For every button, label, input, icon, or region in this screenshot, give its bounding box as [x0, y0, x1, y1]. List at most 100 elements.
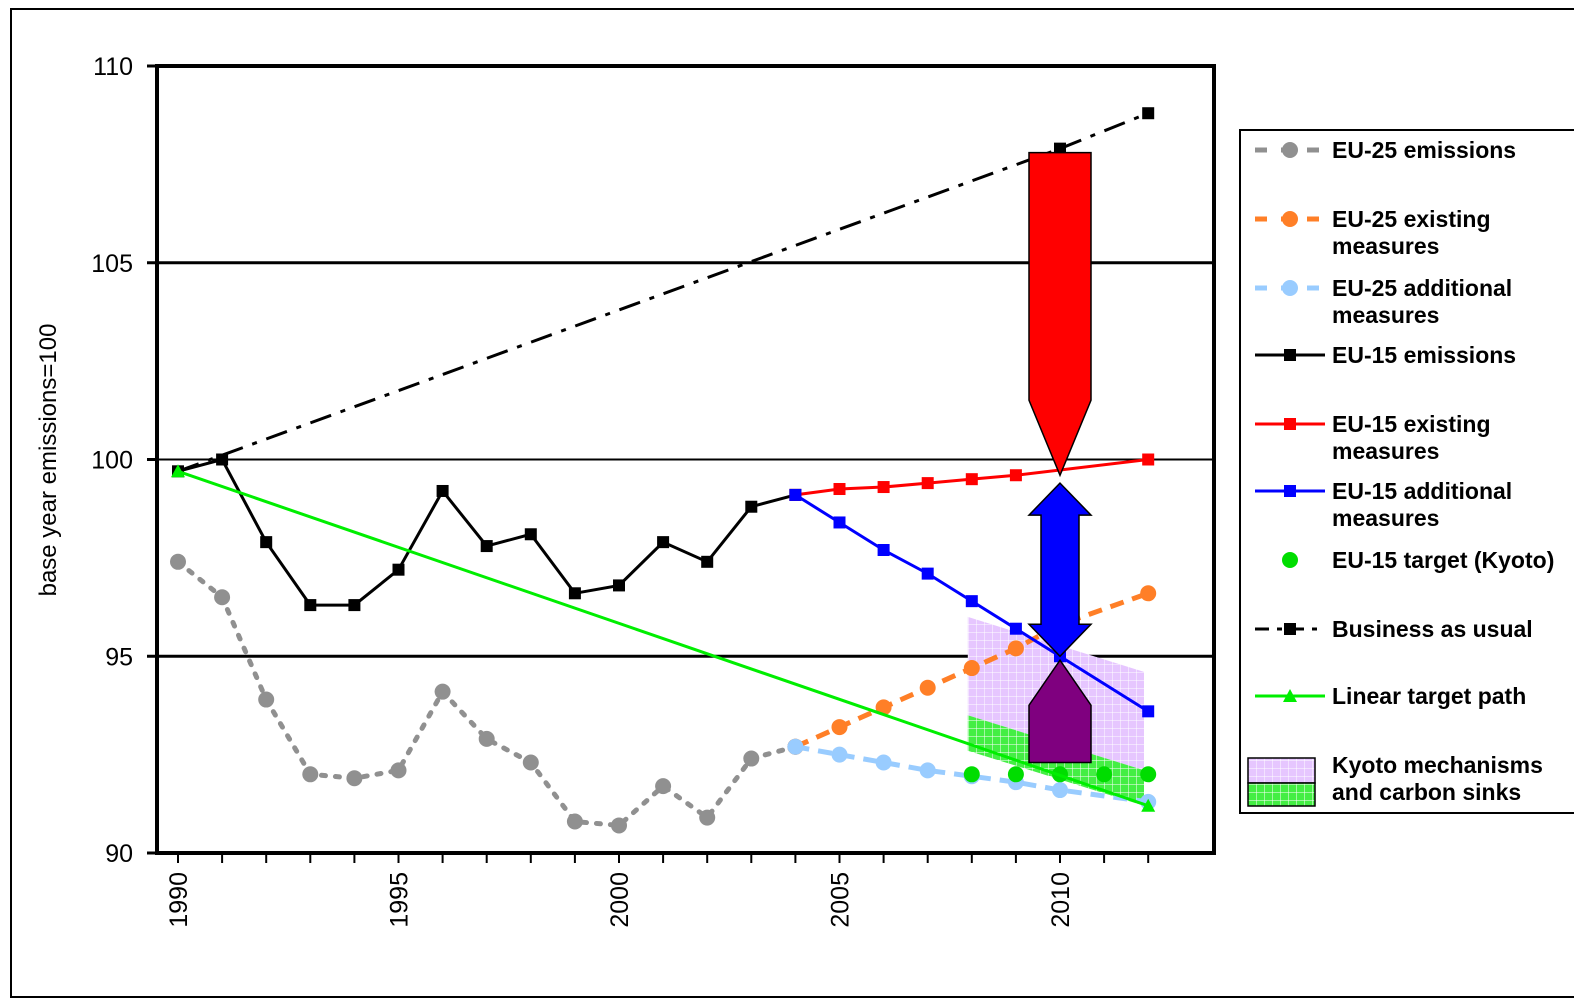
legend-item-0: EU-25 emissions: [1255, 137, 1516, 163]
data-series: [170, 107, 1157, 834]
data-point: [701, 555, 714, 568]
legend-label: Linear target path: [1332, 683, 1526, 709]
legend-item-6: EU-15 target (Kyoto): [1282, 547, 1554, 573]
y-tick-label: 90: [105, 840, 133, 868]
data-point: [480, 540, 493, 553]
legend-item-7: Business as usual: [1255, 616, 1533, 642]
data-point: [789, 488, 802, 501]
series-line-7: [177, 111, 1149, 473]
data-point: [655, 778, 672, 795]
gap-arrows: [1027, 151, 1093, 764]
legend-label: and carbon sinks: [1332, 779, 1521, 805]
data-point: [613, 579, 625, 592]
legend-marker: [1282, 142, 1298, 158]
data-point: [1141, 798, 1156, 812]
series-2: [787, 738, 1157, 810]
data-point: [1142, 107, 1155, 120]
legend-label: EU-25 emissions: [1332, 137, 1516, 163]
data-point: [875, 754, 892, 771]
x-tick-label: 1995: [386, 872, 414, 928]
data-point: [787, 738, 804, 755]
series-line-5: [794, 493, 1149, 713]
series-line-0: [175, 559, 798, 829]
red-gap-arrow: [1028, 151, 1092, 478]
data-point: [258, 691, 275, 708]
data-point: [434, 683, 451, 700]
x-tick-label: 1990: [165, 872, 193, 928]
data-point: [302, 766, 319, 783]
legend-label: Business as usual: [1332, 616, 1533, 642]
data-point: [1140, 766, 1157, 783]
data-point: [875, 699, 892, 716]
data-point: [921, 567, 934, 580]
x-tick-label: 2010: [1047, 872, 1075, 928]
legend-item-8: Linear target path: [1255, 683, 1526, 709]
data-point: [657, 536, 670, 549]
legend-swatch-sinks: [1247, 782, 1316, 807]
legend-label: measures: [1332, 233, 1439, 259]
purple-gap-arrow: [1028, 658, 1092, 764]
data-point: [566, 813, 583, 830]
y-axis-title: base year emissions=100: [35, 324, 62, 597]
y-tick-label: 100: [91, 447, 133, 475]
data-point: [833, 516, 846, 529]
data-point: [392, 563, 405, 576]
data-point: [1142, 453, 1155, 466]
data-point: [745, 500, 758, 513]
legend-marker: [1282, 552, 1298, 568]
legend-label: measures: [1332, 438, 1439, 464]
legend-label: EU-15 additional: [1332, 478, 1512, 504]
axes: 90 95 100 105 110 1990 1995 2000 2005 2010: [91, 53, 1216, 928]
legend-label: measures: [1332, 505, 1439, 531]
y-axis-label: base year emissions=100: [35, 324, 62, 597]
data-point: [390, 762, 407, 779]
legend-swatch-mechanisms: [1247, 757, 1316, 784]
data-point: [963, 766, 980, 783]
data-point: [1007, 766, 1024, 783]
data-point: [436, 484, 449, 497]
x-tick-label: 2005: [827, 872, 855, 928]
data-point: [1009, 469, 1022, 482]
legend-label: EU-15 target (Kyoto): [1332, 547, 1554, 573]
data-point: [833, 483, 846, 496]
legend-item-3: EU-15 emissions: [1255, 342, 1516, 368]
data-point: [524, 528, 537, 541]
data-point: [743, 750, 760, 767]
data-point: [348, 599, 361, 612]
legend-label: EU-15 emissions: [1332, 342, 1516, 368]
data-point: [699, 809, 716, 826]
legend-marker: [1284, 418, 1296, 430]
blue-gap-arrow: [1027, 482, 1093, 658]
legend-marker: [1282, 280, 1298, 296]
data-point: [346, 770, 363, 787]
legend-marker: [1282, 211, 1298, 227]
series-7: [177, 107, 1155, 473]
data-point: [921, 477, 934, 490]
series-0: [170, 553, 804, 834]
legend-marker: [1284, 623, 1296, 635]
y-tick-label: 95: [105, 643, 133, 671]
data-point: [214, 589, 231, 606]
legend-label: EU-25 additional: [1332, 275, 1512, 301]
y-tick-label: 105: [91, 250, 133, 278]
legend-marker: [1283, 689, 1297, 702]
data-point: [304, 599, 317, 612]
data-point: [965, 473, 978, 486]
y-tick-label: 110: [93, 53, 133, 81]
legend-marker: [1284, 349, 1296, 361]
legend-marker: [1284, 485, 1296, 497]
data-point: [919, 762, 936, 779]
series-8: [171, 464, 1156, 812]
data-point: [1142, 705, 1155, 718]
data-point: [260, 536, 273, 549]
legend-label: EU-25 existing: [1332, 206, 1491, 232]
series-line-8: [177, 469, 1149, 808]
data-point: [1096, 766, 1113, 783]
